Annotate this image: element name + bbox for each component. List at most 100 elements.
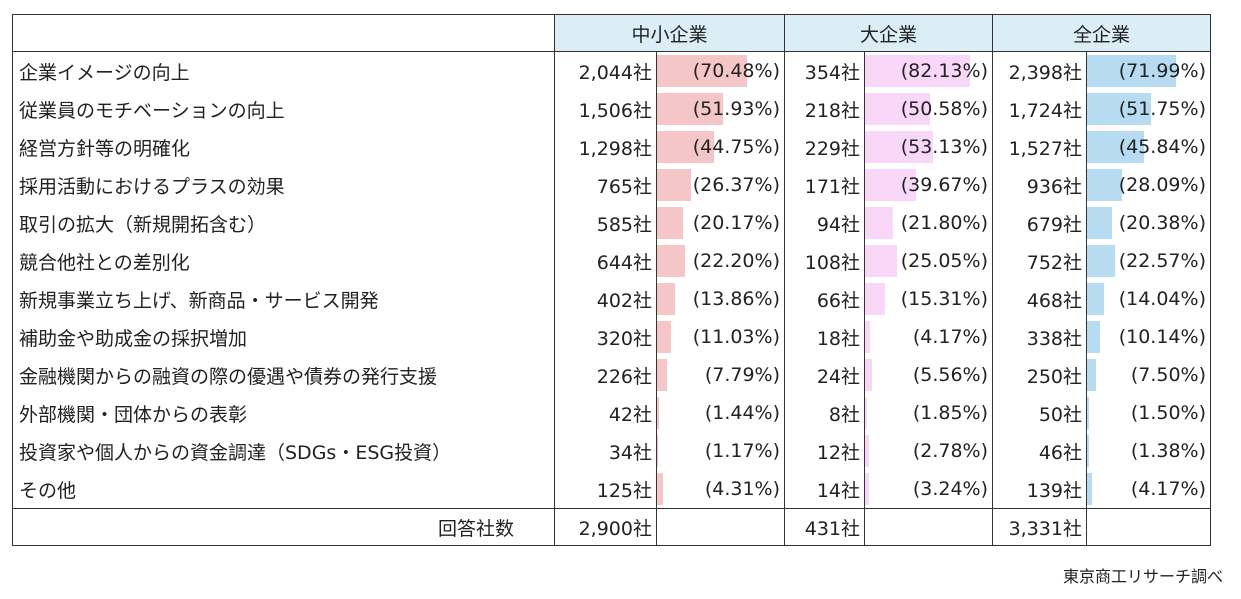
all-percent-cell: (22.57%) <box>1086 242 1211 280</box>
sme-data-bar <box>657 93 723 125</box>
large-data-bar <box>865 245 897 277</box>
all-count: 936社 <box>992 166 1087 204</box>
row-label: 採用活動におけるプラスの効果 <box>12 166 555 204</box>
sme-percent-cell: (4.31%) <box>656 470 785 509</box>
large-percent-cell: (1.85%) <box>864 394 993 432</box>
sme-data-bar <box>657 169 691 201</box>
all-percent: (71.99%) <box>1118 60 1206 82</box>
row-label: 金融機関からの融資の際の優遇や債券の発行支援 <box>12 356 555 394</box>
row-label: 新規事業立ち上げ、新商品・サービス開発 <box>12 280 555 318</box>
large-percent: (53.13%) <box>900 136 988 158</box>
header-sme: 中小企業 <box>554 14 785 52</box>
all-data-bar <box>1087 397 1089 429</box>
sme-percent-cell: (22.20%) <box>656 242 785 280</box>
all-count: 1,527社 <box>992 128 1087 166</box>
large-percent-cell: (5.56%) <box>864 356 993 394</box>
large-percent: (3.24%) <box>912 478 988 500</box>
sme-percent-cell: (70.48%) <box>656 51 785 90</box>
sme-count: 1,298社 <box>554 128 657 166</box>
large-count: 66社 <box>784 280 865 318</box>
large-count: 171社 <box>784 166 865 204</box>
large-data-bar <box>865 321 870 353</box>
all-percent: (10.14%) <box>1118 326 1206 348</box>
all-percent-cell: (45.84%) <box>1086 128 1211 166</box>
all-count: 139社 <box>992 470 1087 509</box>
sme-percent: (1.44%) <box>704 402 780 424</box>
row-label: 補助金や助成金の採択増加 <box>12 318 555 356</box>
table-row: 補助金や助成金の採択増加 320社 (11.03%) 18社 (4.17%) 338社 (1… <box>12 318 1211 356</box>
large-percent-cell: (2.78%) <box>864 432 993 470</box>
sme-percent-cell: (26.37%) <box>656 166 785 204</box>
sme-percent: (13.86%) <box>692 288 780 310</box>
all-percent: (51.75%) <box>1118 98 1206 120</box>
all-percent-cell: (71.99%) <box>1086 51 1211 90</box>
sme-data-bar <box>657 435 658 467</box>
sme-count: 644社 <box>554 242 657 280</box>
sme-percent: (4.31%) <box>704 478 780 500</box>
row-label: 競合他社との差別化 <box>12 242 555 280</box>
header-blank-cell <box>12 14 555 52</box>
all-data-bar <box>1087 283 1104 315</box>
large-percent-cell: (3.24%) <box>864 470 993 509</box>
sme-percent: (70.48%) <box>692 60 780 82</box>
sme-data-bar <box>657 397 659 429</box>
sme-count: 125社 <box>554 470 657 509</box>
row-label: 外部機関・団体からの表彰 <box>12 394 555 432</box>
sme-count: 585社 <box>554 204 657 242</box>
large-percent: (50.58%) <box>900 98 988 120</box>
large-percent-cell: (4.17%) <box>864 318 993 356</box>
large-percent-cell: (53.13%) <box>864 128 993 166</box>
all-percent-cell: (20.38%) <box>1086 204 1211 242</box>
sme-data-bar <box>657 55 747 87</box>
sme-count: 402社 <box>554 280 657 318</box>
all-percent-cell: (28.09%) <box>1086 166 1211 204</box>
large-percent-cell: (82.13%) <box>864 51 993 90</box>
sme-data-bar <box>657 473 663 505</box>
large-percent-cell: (21.80%) <box>864 204 993 242</box>
all-count: 250社 <box>992 356 1087 394</box>
row-label: 投資家や個人からの資金調達（SDGs・ESG投資） <box>12 432 555 470</box>
row-label: 従業員のモチベーションの向上 <box>12 90 555 128</box>
sme-total-count: 2,900社 <box>554 508 657 546</box>
large-percent: (15.31%) <box>900 288 988 310</box>
large-data-bar <box>865 473 869 505</box>
all-percent-cell: (14.04%) <box>1086 280 1211 318</box>
large-data-bar <box>865 169 916 201</box>
all-data-bar <box>1087 359 1096 391</box>
sme-percent-cell: (1.44%) <box>656 394 785 432</box>
sme-percent: (44.75%) <box>692 136 780 158</box>
total-row: 回答社数 2,900社 431社 3,331社 <box>12 508 1211 546</box>
all-percent: (1.50%) <box>1130 402 1206 424</box>
sme-percent-cell: (51.93%) <box>656 90 785 128</box>
table-row: 従業員のモチベーションの向上 1,506社 (51.93%) 218社 (50.58%)… <box>12 90 1211 128</box>
large-percent-cell: (15.31%) <box>864 280 993 318</box>
sme-count: 34社 <box>554 432 657 470</box>
table-row: 金融機関からの融資の際の優遇や債券の発行支援 226社 (7.79%) 24社 (5.5… <box>12 356 1211 394</box>
all-count: 679社 <box>992 204 1087 242</box>
source-note: 東京商工リサーチ調べ <box>1062 567 1223 586</box>
sme-percent: (7.79%) <box>704 364 780 386</box>
sme-percent-cell: (44.75%) <box>656 128 785 166</box>
sme-count: 226社 <box>554 356 657 394</box>
all-data-bar <box>1087 169 1122 201</box>
sme-percent-cell: (20.17%) <box>656 204 785 242</box>
table-row: 取引の拡大（新規開拓含む） 585社 (20.17%) 94社 (21.80%) 679社… <box>12 204 1211 242</box>
table-row: 経営方針等の明確化 1,298社 (44.75%) 229社 (53.13%) 1,527… <box>12 128 1211 166</box>
survey-table: 中小企業 大企業 全企業 企業イメージの向上 2,044社 (70.48%) 354社… <box>12 14 1211 546</box>
large-percent: (4.17%) <box>912 326 988 348</box>
sme-data-bar <box>657 245 685 277</box>
large-data-bar <box>865 131 933 163</box>
large-percent: (5.56%) <box>912 364 988 386</box>
all-percent-cell: (1.38%) <box>1086 432 1211 470</box>
table-row: 企業イメージの向上 2,044社 (70.48%) 354社 (82.13%) 2,398… <box>12 51 1211 90</box>
all-percent: (14.04%) <box>1118 288 1206 310</box>
sme-percent-cell: (13.86%) <box>656 280 785 318</box>
sme-data-bar <box>657 359 667 391</box>
table-row: 競合他社との差別化 644社 (22.20%) 108社 (25.05%) 752社 (22… <box>12 242 1211 280</box>
large-percent-cell: (25.05%) <box>864 242 993 280</box>
large-total-count: 431社 <box>784 508 865 546</box>
all-data-bar <box>1087 435 1089 467</box>
all-percent-cell: (51.75%) <box>1086 90 1211 128</box>
all-data-bar <box>1087 93 1151 125</box>
sme-percent: (51.93%) <box>692 98 780 120</box>
